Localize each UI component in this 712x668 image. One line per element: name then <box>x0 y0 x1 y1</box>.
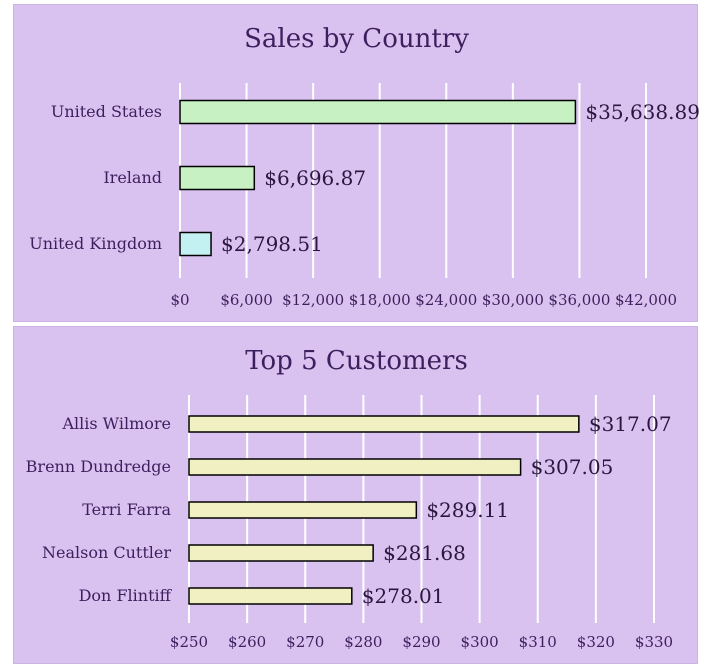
x-tick-label: $310 <box>519 633 557 651</box>
x-tick-label: $270 <box>286 633 324 651</box>
customer-bar <box>188 458 522 476</box>
data-label: $35,638.89 <box>585 100 699 124</box>
x-tick-label: $320 <box>577 633 615 651</box>
sales-by-country-chart: Sales by Country United States $35,638.89 I… <box>13 4 699 322</box>
data-label: $278.01 <box>362 584 445 608</box>
country-bar <box>179 165 256 191</box>
x-tick-label: $12,000 <box>282 291 344 309</box>
data-label: $317.07 <box>589 412 672 436</box>
data-label: $2,798.51 <box>221 232 323 256</box>
x-tick-label: $30,000 <box>482 291 544 309</box>
category-label: Nealson Cuttler <box>42 543 171 562</box>
country-bar <box>179 99 577 125</box>
data-label: $289.11 <box>426 498 509 522</box>
top-5-customers-svg: Top 5 Customers Allis Wilmore $317.07 Brenn… <box>26 346 673 651</box>
category-label: Terri Farra <box>82 500 171 519</box>
category-label: Ireland <box>103 168 162 187</box>
category-label: United States <box>51 102 162 121</box>
x-tick-label: $290 <box>402 633 440 651</box>
x-tick-label: $36,000 <box>548 291 610 309</box>
x-tick-label: $330 <box>635 633 673 651</box>
x-tick-label: $24,000 <box>415 291 477 309</box>
x-tick-label: $250 <box>170 633 208 651</box>
category-label: United Kingdom <box>29 234 162 253</box>
x-tick-label: $18,000 <box>349 291 411 309</box>
chart-title: Sales by Country <box>244 24 469 54</box>
customer-bar <box>188 415 580 433</box>
x-tick-label: $300 <box>461 633 499 651</box>
customer-bar <box>188 544 374 562</box>
country-bar <box>179 231 212 257</box>
sales-by-country-svg: Sales by Country United States $35,638.89 I… <box>29 24 699 309</box>
customer-bar <box>188 587 353 605</box>
customer-bar <box>188 501 418 519</box>
x-tick-label: $42,000 <box>615 291 677 309</box>
top-5-customers-chart: Top 5 Customers Allis Wilmore $317.07 Brenn… <box>13 326 698 664</box>
x-tick-label: $6,000 <box>220 291 273 309</box>
category-label: Brenn Dundredge <box>26 457 171 476</box>
data-label: $281.68 <box>383 541 466 565</box>
x-tick-label: $280 <box>344 633 382 651</box>
data-label: $6,696.87 <box>264 166 366 190</box>
x-tick-label: $260 <box>228 633 266 651</box>
x-tick-label: $0 <box>170 291 189 309</box>
category-label: Don Flintiff <box>79 586 173 605</box>
data-label: $307.05 <box>531 455 614 479</box>
chart-title: Top 5 Customers <box>245 346 468 376</box>
category-label: Allis Wilmore <box>61 414 171 433</box>
